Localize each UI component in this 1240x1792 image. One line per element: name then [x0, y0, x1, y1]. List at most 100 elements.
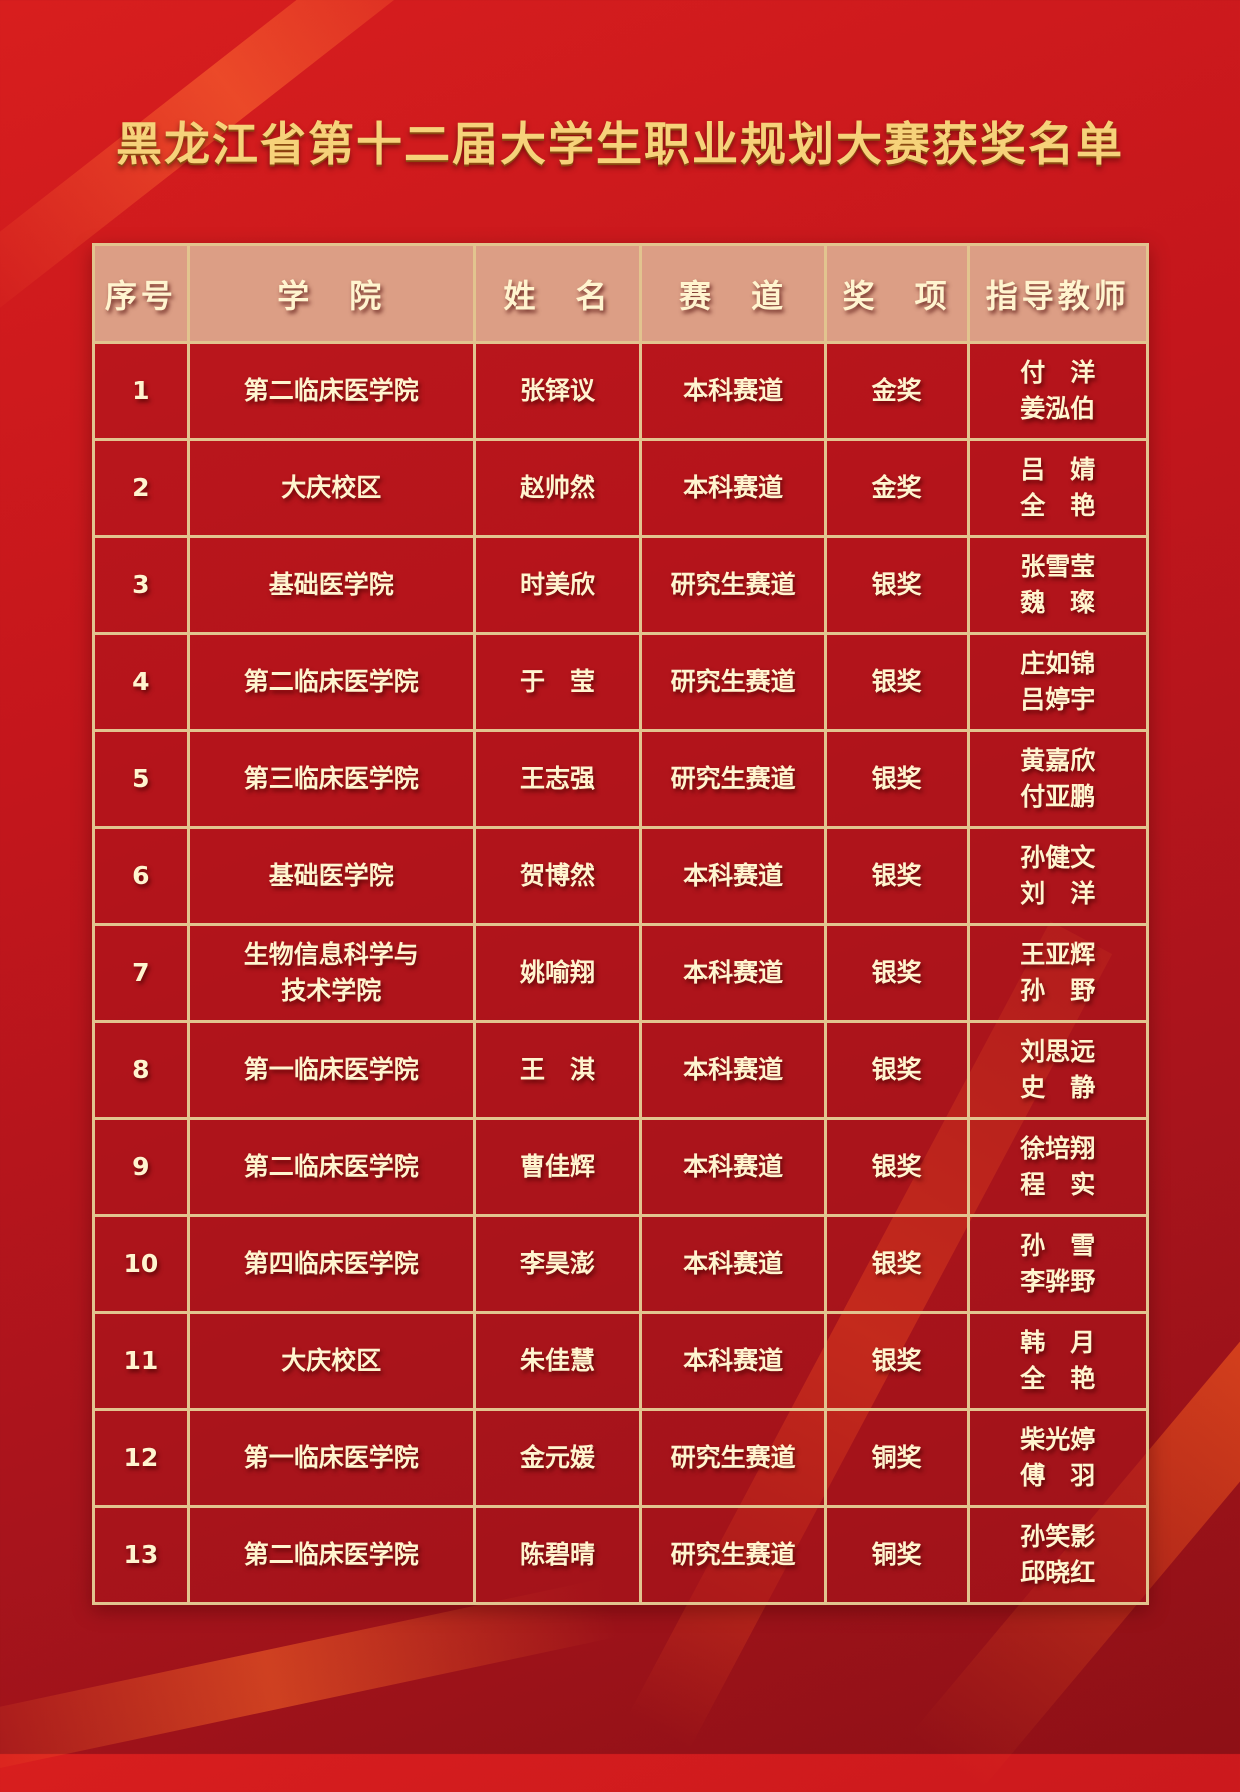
cell-no: 10	[92, 1214, 190, 1314]
college-line: 生物信息科学与	[243, 940, 419, 969]
teacher-name: 李骅野	[1020, 1267, 1096, 1296]
cell-no: 7	[92, 923, 190, 1023]
teacher-name: 吕 婧	[1020, 455, 1096, 484]
cell-college: 第二临床医学院	[186, 632, 476, 732]
cell-award: 银奖	[823, 729, 970, 829]
table-row: 3 基础医学院 时美欣 研究生赛道 银奖 张雪莹魏 璨	[92, 535, 1150, 635]
table-row: 13 第二临床医学院 陈碧晴 研究生赛道 铜奖 孙笑影 邱晓红	[92, 1505, 1150, 1605]
cell-track: 研究生赛道	[639, 632, 827, 732]
cell-teachers: 刘思远史 静	[966, 1020, 1150, 1120]
cell-no: 8	[92, 1020, 190, 1120]
cell-college: 第二临床医学院	[186, 1505, 476, 1605]
table-row: 1 第二临床医学院 张铎议 本科赛道 金奖付 洋姜泓伯	[92, 341, 1150, 441]
teacher-name: 孙 野	[1020, 976, 1096, 1005]
cell-track: 本科赛道	[639, 1214, 827, 1314]
header-name: 姓 名	[472, 243, 643, 344]
teacher-name: 全 艳	[1020, 1364, 1096, 1393]
cell-award: 银奖	[823, 632, 970, 732]
table-row: 7 生物信息科学与 技术学院 姚喻翔 本科赛道 银奖 王亚辉孙 野	[92, 923, 1150, 1023]
cell-name: 赵帅然	[472, 438, 643, 538]
header-teachers: 指导教师	[966, 243, 1150, 344]
college-line: 第一临床医学院	[243, 1055, 419, 1084]
teacher-name: 王亚辉	[1020, 940, 1096, 969]
teacher-name: 孙健文	[1020, 843, 1096, 872]
college-line: 第二临床医学院	[243, 667, 419, 696]
teacher-name: 张雪莹	[1020, 552, 1096, 581]
table-row: 10 第四临床医学院 李昊澎 本科赛道 银奖孙 雪李骅野	[92, 1214, 1150, 1314]
college-line: 基础医学院	[268, 861, 394, 890]
cell-teachers: 张雪莹魏 璨	[966, 535, 1150, 635]
teacher-name: 孙笑影	[1020, 1522, 1096, 1551]
cell-no: 3	[92, 535, 190, 635]
cell-name: 曹佳辉	[472, 1117, 643, 1217]
cell-no: 6	[92, 826, 190, 926]
college-line: 第三临床医学院	[243, 764, 419, 793]
cell-teachers: 吕 婧全 艳	[966, 438, 1150, 538]
teacher-name: 傅 羽	[1020, 1461, 1096, 1490]
cell-teachers: 孙 雪李骅野	[966, 1214, 1150, 1314]
header-no: 序号	[92, 243, 190, 344]
table-row: 8 第一临床医学院王 淇本科赛道 银奖 刘思远史 静	[92, 1020, 1150, 1120]
teacher-name: 吕婷宇	[1020, 685, 1096, 714]
cell-college: 第三临床医学院	[186, 729, 476, 829]
cell-award: 银奖	[823, 1117, 970, 1217]
cell-award: 银奖	[823, 1311, 970, 1411]
cell-name: 姚喻翔	[472, 923, 643, 1023]
teacher-name: 黄嘉欣	[1020, 746, 1096, 775]
cell-college: 第一临床医学院	[186, 1408, 476, 1508]
cell-teachers: 孙健文刘 洋	[966, 826, 1150, 926]
table-row: 4 第二临床医学院于 莹研究生赛道 银奖 庄如锦 吕婷宇	[92, 632, 1150, 732]
teacher-name: 史 静	[1020, 1073, 1096, 1102]
page-title: 黑龙江省第十二届大学生职业规划大赛获奖名单	[116, 117, 1124, 171]
cell-name: 时美欣	[472, 535, 643, 635]
cell-track: 本科赛道	[639, 1311, 827, 1411]
cell-track: 本科赛道	[639, 341, 827, 441]
cell-name: 陈碧晴	[472, 1505, 643, 1605]
teacher-name: 程 实	[1020, 1170, 1096, 1199]
table-row: 9 第二临床医学院 曹佳辉 本科赛道 银奖 徐培翔程 实	[92, 1117, 1150, 1217]
cell-award: 铜奖	[823, 1505, 970, 1605]
teacher-name: 刘 洋	[1020, 879, 1096, 908]
decorative-streak	[0, 1577, 619, 1783]
cell-teachers: 庄如锦 吕婷宇	[966, 632, 1150, 732]
teacher-name: 付亚鹏	[1020, 782, 1096, 811]
cell-track: 本科赛道	[639, 826, 827, 926]
college-line: 第四临床医学院	[243, 1249, 419, 1278]
header-award: 奖 项	[823, 243, 970, 344]
cell-no: 13	[92, 1505, 190, 1605]
college-line: 第二临床医学院	[243, 1540, 419, 1569]
teacher-name: 徐培翔	[1020, 1134, 1096, 1163]
header-track: 赛 道	[639, 243, 827, 344]
cell-award: 银奖	[823, 535, 970, 635]
cell-college: 大庆校区	[186, 438, 476, 538]
cell-college: 第二临床医学院	[186, 1117, 476, 1217]
teacher-name: 付 洋	[1020, 358, 1096, 387]
cell-track: 本科赛道	[639, 923, 827, 1023]
teacher-name: 邱晓红	[1020, 1558, 1096, 1587]
cell-name: 贺博然	[472, 826, 643, 926]
cell-award: 金奖	[823, 341, 970, 441]
cell-name: 李昊澎	[472, 1214, 643, 1314]
teacher-name: 全 艳	[1020, 491, 1096, 520]
cell-college: 第四临床医学院	[186, 1214, 476, 1314]
teacher-name: 魏 璨	[1020, 588, 1096, 617]
college-line: 技术学院	[281, 976, 382, 1005]
cell-teachers: 付 洋姜泓伯	[966, 341, 1150, 441]
cell-teachers: 黄嘉欣 付亚鹏	[966, 729, 1150, 829]
cell-name: 朱佳慧	[472, 1311, 643, 1411]
cell-no: 1	[92, 341, 190, 441]
teacher-name: 韩 月	[1020, 1328, 1096, 1357]
award-table: 序号 学 院 姓 名 赛 道 奖 项 指导教师 1 第二临床医学院 张铎议 本科赛道金…	[92, 243, 1150, 1605]
college-line: 第二临床医学院	[243, 376, 419, 405]
cell-college: 第二临床医学院	[186, 341, 476, 441]
teacher-name: 姜泓伯	[1020, 394, 1096, 423]
cell-no: 5	[92, 729, 190, 829]
table-row: 5 第三临床医学院 王志强 研究生赛道 银奖 黄嘉欣 付亚鹏	[92, 729, 1150, 829]
cell-teachers: 王亚辉孙 野	[966, 923, 1150, 1023]
cell-track: 本科赛道	[639, 1117, 827, 1217]
cell-name: 王 淇	[472, 1020, 643, 1120]
cell-track: 研究生赛道	[639, 1408, 827, 1508]
cell-college: 基础医学院	[186, 535, 476, 635]
cell-teachers: 柴光婷傅 羽	[966, 1408, 1150, 1508]
college-line: 大庆校区	[281, 473, 382, 502]
